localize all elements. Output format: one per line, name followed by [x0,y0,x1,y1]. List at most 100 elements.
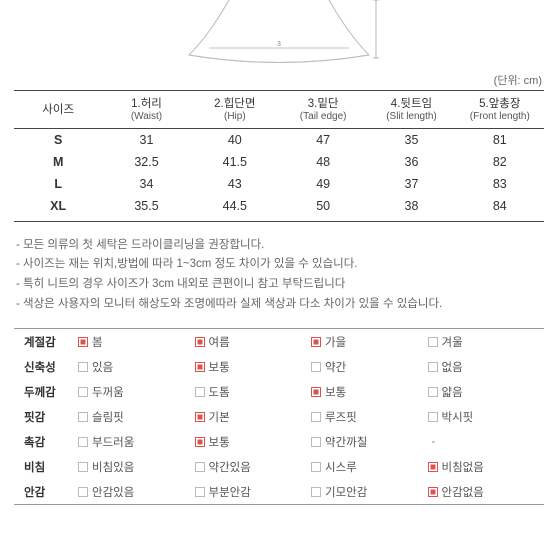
size-value: 47 [279,128,367,151]
attr-option-label: 봄 [92,334,103,350]
attr-option: 시스루 [311,454,428,479]
checkbox-icon [195,462,205,472]
attr-option: 겨울 [428,329,545,355]
checkbox-icon [311,462,321,472]
attr-option: 기모안감 [311,479,428,505]
attr-option: 도톰 [195,379,312,404]
attr-option-label: 약간있음 [209,459,251,475]
care-notes: - 모든 의류의 첫 세탁은 드라이클리닝을 권장합니다.- 사이즈는 재는 위… [14,222,544,328]
attr-option: 약간 [311,354,428,379]
attr-option-label: 도톰 [209,384,230,400]
svg-text:3: 3 [277,41,281,48]
attr-option: 루즈핏 [311,404,428,429]
size-value: 37 [367,173,455,195]
size-value: 32.5 [102,151,190,173]
attr-label: 신축성 [14,354,78,379]
attr-label: 안감 [14,479,78,505]
attr-option-label: 약간 [325,359,346,375]
size-label: XL [14,195,102,222]
size-label: M [14,151,102,173]
attr-option: 비침있음 [78,454,195,479]
checkbox-icon [78,487,88,497]
note-line: - 색상은 사용자의 모니터 해상도와 조명에따라 실제 색상과 다소 차이가 … [16,295,542,315]
attr-row: 두께감 두꺼움 도톰 보통 얇음 [14,379,544,404]
attr-label: 핏감 [14,404,78,429]
size-col-header: 1.허리(Waist) [102,91,190,129]
attr-option: 두꺼움 [78,379,195,404]
attr-option-label: 여름 [209,334,230,350]
size-row: M32.541.5483682 [14,151,544,173]
note-line: - 특히 니트의 경우 사이즈가 3cm 내외로 큰편이니 참고 부탁드립니다 [16,275,542,295]
size-value: 36 [367,151,455,173]
attr-option-label: 보통 [325,384,346,400]
checkbox-icon [311,337,321,347]
attr-option-label: 부드러움 [92,434,134,450]
size-value: 82 [456,151,544,173]
checkbox-icon [428,487,438,497]
attr-row: 신축성 있음 보통 약간 없음 [14,354,544,379]
checkbox-icon [195,387,205,397]
attr-option: 가을 [311,329,428,355]
attr-option: 얇음 [428,379,545,404]
checkbox-icon [78,337,88,347]
checkbox-icon [78,437,88,447]
size-value: 35.5 [102,195,190,222]
attr-option-label: 안감없음 [442,484,484,500]
checkbox-icon [78,387,88,397]
attr-option-label: 안감있음 [92,484,134,500]
attr-option: 약간있음 [195,454,312,479]
size-label: L [14,173,102,195]
size-value: 44.5 [191,195,279,222]
attr-option-label: 얇음 [442,384,463,400]
checkbox-icon [428,412,438,422]
size-col-header: 4.뒷트임(Slit length) [367,91,455,129]
size-value: 48 [279,151,367,173]
attr-option-label: 겨울 [442,334,463,350]
checkbox-icon [195,362,205,372]
attr-option: 있음 [78,354,195,379]
checkbox-icon [195,437,205,447]
size-value: 35 [367,128,455,151]
attr-option-label: 보통 [209,359,230,375]
attr-option: - [428,429,545,454]
attr-option: 봄 [78,329,195,355]
checkbox-icon [311,487,321,497]
attr-option-label: 없음 [442,359,463,375]
checkbox-icon [311,437,321,447]
checkbox-icon [195,337,205,347]
checkbox-icon [195,412,205,422]
size-value: 49 [279,173,367,195]
dash-icon: - [428,436,436,448]
attr-option-label: 약간까칠 [325,434,367,450]
attr-option: 여름 [195,329,312,355]
attr-row: 안감 안감있음 부분안감기모안감 안감없음 [14,479,544,505]
size-value: 43 [191,173,279,195]
size-col-header: 3.밑단(Tail edge) [279,91,367,129]
size-col-header: 2.힙단면(Hip) [191,91,279,129]
attr-option: 비침없음 [428,454,545,479]
attr-option-label: 시스루 [325,459,357,475]
attr-label: 두께감 [14,379,78,404]
attr-option-label: 비침없음 [442,459,484,475]
checkbox-icon [428,337,438,347]
attr-option: 부드러움 [78,429,195,454]
attr-option: 보통 [195,429,312,454]
attr-option: 부분안감 [195,479,312,505]
checkbox-icon [78,362,88,372]
size-row: L3443493783 [14,173,544,195]
attr-label: 계절감 [14,329,78,355]
attr-option: 보통 [311,379,428,404]
size-value: 83 [456,173,544,195]
checkbox-icon [311,362,321,372]
attr-label: 비침 [14,454,78,479]
attr-option-label: 있음 [92,359,113,375]
attr-option: 박시핏 [428,404,545,429]
size-label: S [14,128,102,151]
attr-option-label: 슬림핏 [92,409,124,425]
attr-option: 기본 [195,404,312,429]
attr-option-label: 두꺼움 [92,384,124,400]
size-value: 41.5 [191,151,279,173]
attr-row: 핏감 슬림핏 기본루즈핏박시핏 [14,404,544,429]
note-line: - 사이즈는 재는 위치,방법에 따라 1~3cm 정도 차이가 있을 수 있습… [16,255,542,275]
attr-option: 보통 [195,354,312,379]
